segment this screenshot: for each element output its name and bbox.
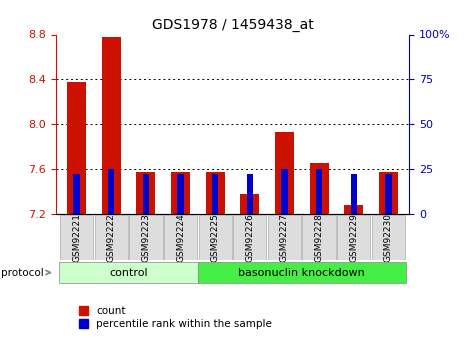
Bar bbox=[136, 172, 155, 214]
FancyBboxPatch shape bbox=[303, 215, 336, 259]
Bar bbox=[108, 169, 114, 214]
Legend: count, percentile rank within the sample: count, percentile rank within the sample bbox=[79, 306, 272, 329]
FancyBboxPatch shape bbox=[337, 215, 371, 259]
Bar bbox=[171, 172, 190, 214]
Bar bbox=[385, 175, 392, 214]
Text: GSM92230: GSM92230 bbox=[384, 213, 393, 262]
Bar bbox=[310, 164, 329, 214]
Bar bbox=[316, 169, 322, 214]
FancyBboxPatch shape bbox=[372, 215, 405, 259]
Bar bbox=[281, 169, 287, 214]
Bar bbox=[73, 175, 80, 214]
FancyBboxPatch shape bbox=[94, 215, 128, 259]
Bar bbox=[212, 175, 218, 214]
Bar bbox=[351, 175, 357, 214]
Text: GSM92226: GSM92226 bbox=[246, 213, 254, 262]
Text: GSM92229: GSM92229 bbox=[349, 213, 358, 262]
FancyBboxPatch shape bbox=[268, 215, 301, 259]
Text: control: control bbox=[109, 268, 148, 277]
FancyBboxPatch shape bbox=[129, 215, 162, 259]
Bar bbox=[206, 172, 225, 214]
Text: GSM92225: GSM92225 bbox=[211, 213, 219, 262]
FancyBboxPatch shape bbox=[198, 262, 406, 284]
Bar bbox=[344, 205, 363, 214]
Bar bbox=[102, 37, 121, 214]
Bar bbox=[240, 194, 259, 214]
Bar bbox=[379, 172, 398, 214]
FancyBboxPatch shape bbox=[199, 215, 232, 259]
Text: basonuclin knockdown: basonuclin knockdown bbox=[239, 268, 365, 277]
Text: GSM92228: GSM92228 bbox=[315, 213, 324, 262]
Text: GSM92221: GSM92221 bbox=[72, 213, 81, 262]
FancyBboxPatch shape bbox=[164, 215, 197, 259]
Bar bbox=[67, 81, 86, 214]
Text: GSM92227: GSM92227 bbox=[280, 213, 289, 262]
Text: protocol: protocol bbox=[1, 268, 50, 277]
Text: GSM92223: GSM92223 bbox=[141, 213, 150, 262]
Text: GSM92224: GSM92224 bbox=[176, 213, 185, 262]
Bar bbox=[143, 175, 149, 214]
Text: GSM92222: GSM92222 bbox=[107, 213, 116, 262]
FancyBboxPatch shape bbox=[59, 262, 198, 284]
Bar bbox=[178, 175, 184, 214]
Bar bbox=[247, 175, 253, 214]
Bar bbox=[275, 132, 294, 214]
FancyBboxPatch shape bbox=[233, 215, 266, 259]
FancyBboxPatch shape bbox=[60, 215, 93, 259]
Title: GDS1978 / 1459438_at: GDS1978 / 1459438_at bbox=[152, 18, 313, 32]
